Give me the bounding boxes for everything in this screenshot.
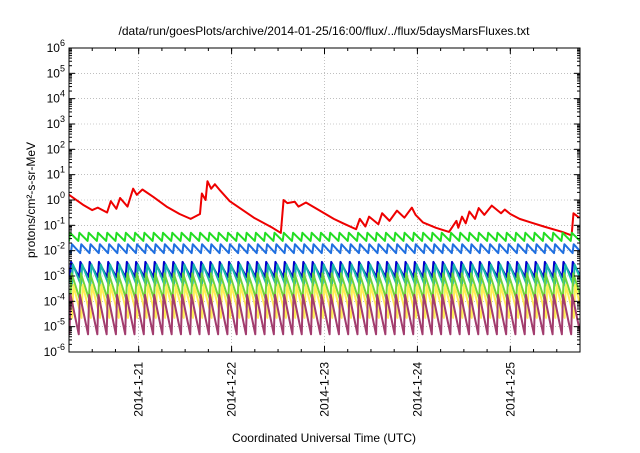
y-tick-label: 104 [47, 89, 65, 106]
series-line-7 [69, 293, 580, 336]
y-tick-label: 10-5 [44, 317, 65, 334]
y-tick-label: 10-4 [44, 291, 65, 308]
series-line-2 [69, 243, 580, 255]
series-layer [69, 180, 580, 336]
y-tick-label: 100 [47, 190, 65, 207]
series-line-1 [69, 231, 580, 242]
y-tick-label: 102 [47, 139, 65, 156]
y-axis: 10-6 10-5 10-4 10-3 10-2 10-1 100 101 102 103 104 1… [44, 38, 580, 359]
y-tick-label: 106 [47, 38, 65, 55]
y-tick-label: 103 [47, 114, 65, 131]
series-group [69, 180, 580, 336]
chart-title: /data/run/goesPlots/archive/2014-01-25/1… [119, 24, 531, 38]
x-tick-label: 2014-1-24 [410, 362, 424, 417]
y-tick-label: 10-2 [44, 241, 65, 258]
y-tick-label: 10-3 [44, 266, 65, 283]
y-tick-label: 105 [47, 63, 65, 80]
y-axis-label: protons/cm²-s-sr-MeV [24, 142, 38, 258]
x-tick-label: 2014-1-23 [318, 362, 332, 417]
x-tick-label: 2014-1-21 [132, 362, 146, 417]
y-tick-label: 10-6 [44, 342, 65, 359]
x-axis-label: Coordinated Universal Time (UTC) [232, 431, 416, 445]
x-axis: 2014-1-21 2014-1-22 2014-1-23 2014-1-24 2014… [68, 48, 581, 417]
x-tick-label: 2014-1-22 [225, 362, 239, 417]
series-line-3 [69, 260, 580, 279]
series-line-red [69, 180, 580, 237]
y-tick-label: 10-1 [44, 215, 65, 232]
y-tick-label: 101 [47, 165, 65, 182]
x-tick-label: 2014-1-25 [503, 362, 517, 417]
